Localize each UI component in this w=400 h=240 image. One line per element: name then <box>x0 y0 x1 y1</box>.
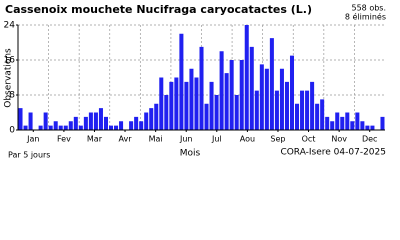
bar <box>315 103 320 130</box>
bar <box>93 112 98 130</box>
bar <box>219 51 224 130</box>
bar <box>144 112 149 130</box>
bar <box>300 90 305 130</box>
x-tick-label: Nov <box>331 135 347 144</box>
bar <box>264 68 269 130</box>
bar <box>295 103 300 130</box>
bar <box>73 116 78 130</box>
bar <box>380 116 385 130</box>
bar <box>129 121 134 130</box>
chart: Cassenoix mouchete Nucifraga caryocatact… <box>4 3 387 160</box>
x-tick-label: Jul <box>211 135 222 144</box>
x-tick-label: Dec <box>362 135 377 144</box>
bar <box>244 25 249 130</box>
bar <box>199 46 204 130</box>
source: CORA-Isere 04-07-2025 <box>280 148 386 158</box>
bar <box>184 81 189 130</box>
bar <box>335 112 340 130</box>
bar <box>239 60 244 130</box>
bar <box>320 99 325 130</box>
period-note: Par 5 jours <box>8 151 50 160</box>
x-tick-label: Mai <box>149 135 163 144</box>
bar <box>310 81 315 130</box>
chart-title: Cassenoix mouchete Nucifraga caryocatact… <box>5 3 312 16</box>
bar <box>325 116 330 130</box>
bar <box>179 33 184 130</box>
bar <box>269 38 274 130</box>
x-tick-label: Aou <box>240 135 255 144</box>
bar <box>159 77 164 130</box>
bar <box>305 90 310 130</box>
bar <box>224 73 229 130</box>
bar <box>229 60 234 130</box>
eliminated-count: 8 éliminés <box>345 12 386 22</box>
bar <box>78 125 83 130</box>
bar <box>103 116 108 130</box>
x-tick-label: Oct <box>302 135 316 144</box>
bar <box>289 55 295 130</box>
bar <box>98 108 103 130</box>
bar <box>259 64 264 130</box>
bar <box>194 77 199 130</box>
bar <box>284 81 289 130</box>
bar <box>189 68 194 130</box>
bar <box>345 112 350 130</box>
x-tick-label: Mar <box>87 135 103 144</box>
x-tick-label: Sep <box>270 135 285 144</box>
x-tick-label: Jun <box>179 135 193 144</box>
bar <box>83 116 88 130</box>
bar <box>43 112 48 130</box>
bar <box>38 125 43 130</box>
y-axis-label: Observations <box>4 48 14 108</box>
y-tick-label: 8 <box>9 91 15 101</box>
x-tick-label: Fev <box>57 135 71 144</box>
bar <box>365 125 370 130</box>
bar <box>234 95 239 130</box>
bar <box>360 121 365 130</box>
bar <box>88 112 93 130</box>
bar <box>355 112 360 130</box>
bar <box>28 112 33 130</box>
bar <box>23 125 28 130</box>
x-axis-label: Mois <box>180 149 201 159</box>
bar <box>154 103 159 130</box>
bar <box>164 95 169 130</box>
y-tick-label: 24 <box>4 21 16 31</box>
bar <box>63 125 68 130</box>
bar <box>350 121 355 130</box>
bar <box>58 125 63 130</box>
bar <box>134 116 139 130</box>
bar <box>214 95 219 130</box>
bar <box>53 121 58 130</box>
bar <box>254 90 259 130</box>
y-tick-label: 0 <box>9 126 15 136</box>
bar <box>149 108 154 130</box>
bar <box>279 68 284 130</box>
bar <box>204 103 209 130</box>
bar <box>209 81 214 130</box>
bar <box>274 90 279 130</box>
x-tick-label: Avr <box>119 135 133 144</box>
bar <box>114 125 119 130</box>
bar <box>68 121 73 130</box>
bar <box>249 46 254 130</box>
bar <box>48 125 53 130</box>
bar <box>340 116 345 130</box>
bar <box>174 77 179 130</box>
bar <box>119 121 124 130</box>
bar <box>108 125 114 130</box>
bar <box>139 121 144 130</box>
bar <box>330 121 335 130</box>
bar <box>169 81 174 130</box>
x-tick-label: Jan <box>26 135 39 144</box>
bar <box>18 108 23 130</box>
y-tick-label: 16 <box>4 56 16 66</box>
bar <box>370 125 375 130</box>
obs-count: 558 obs. <box>352 4 387 13</box>
